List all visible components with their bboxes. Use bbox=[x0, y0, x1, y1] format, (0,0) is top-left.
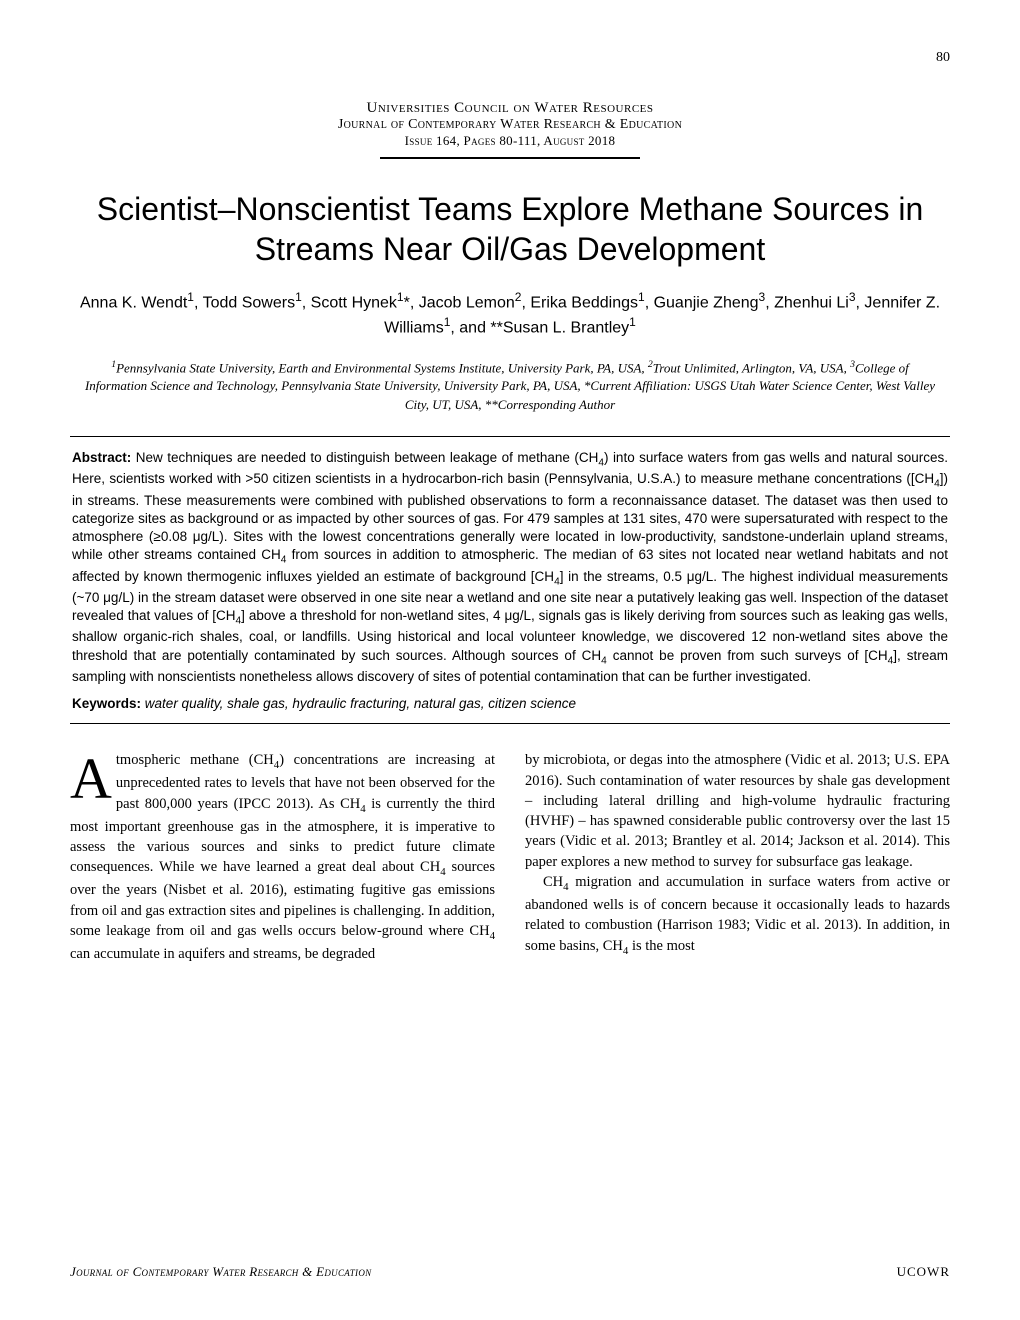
body-paragraph: Atmospheric methane (CH4) concentrations… bbox=[70, 750, 495, 964]
journal-header: Universities Council on Water Resources … bbox=[70, 100, 950, 159]
page-footer: Journal of Contemporary Water Research &… bbox=[70, 1264, 950, 1280]
body-paragraph: CH4 migration and accumulation in surfac… bbox=[525, 872, 950, 959]
authors-list: Anna K. Wendt1, Todd Sowers1, Scott Hyne… bbox=[70, 289, 950, 340]
keywords-list: water quality, shale gas, hydraulic frac… bbox=[145, 696, 576, 711]
footer-journal: Journal of Contemporary Water Research &… bbox=[70, 1264, 371, 1280]
keywords: Keywords: water quality, shale gas, hydr… bbox=[72, 696, 948, 711]
abstract-label: Abstract: bbox=[72, 450, 131, 465]
column-left: Atmospheric methane (CH4) concentrations… bbox=[70, 750, 495, 964]
column-right: by microbiota, or degas into the atmosph… bbox=[525, 750, 950, 964]
body-paragraph: by microbiota, or degas into the atmosph… bbox=[525, 750, 950, 872]
journal-name: Journal of Contemporary Water Research &… bbox=[70, 117, 950, 133]
abstract-body: New techniques are needed to distinguish… bbox=[72, 450, 948, 684]
abstract-text: Abstract: New techniques are needed to d… bbox=[72, 449, 948, 686]
issue-info: Issue 164, Pages 80-111, August 2018 bbox=[70, 133, 950, 149]
page-number: 80 bbox=[936, 50, 950, 66]
article-title: Scientist–Nonscientist Teams Explore Met… bbox=[70, 189, 950, 269]
keywords-label: Keywords: bbox=[72, 696, 141, 711]
affiliations: 1Pennsylvania State University, Earth an… bbox=[70, 358, 950, 414]
header-rule bbox=[380, 157, 640, 159]
abstract-block: Abstract: New techniques are needed to d… bbox=[70, 436, 950, 724]
footer-org: UCOWR bbox=[897, 1264, 950, 1280]
body-columns: Atmospheric methane (CH4) concentrations… bbox=[70, 750, 950, 964]
organization-name: Universities Council on Water Resources bbox=[70, 100, 950, 117]
